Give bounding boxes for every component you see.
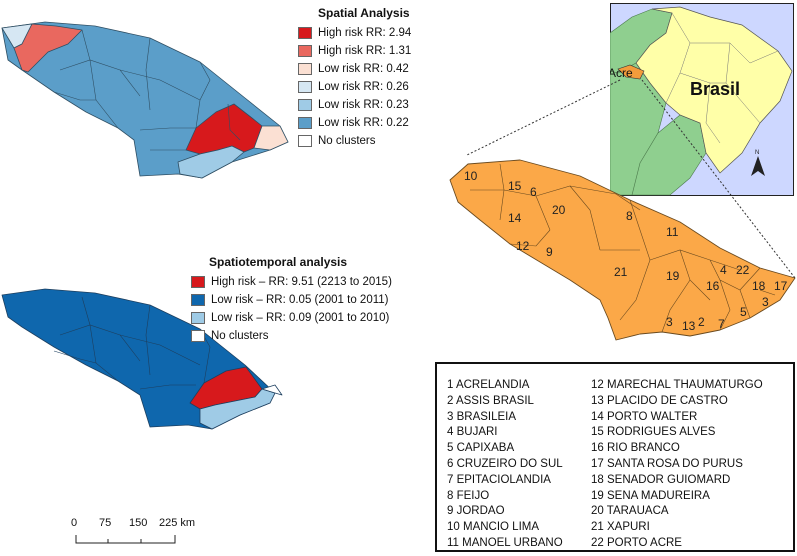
spatial-legend-item: High risk RR: 2.94 — [298, 26, 411, 40]
region-no-cluster — [261, 384, 283, 396]
list-item: 10 MANCIO LIMA — [447, 521, 540, 534]
list-item: 19 SENA MADUREIRA — [591, 489, 710, 502]
map-number: 7 — [718, 317, 725, 331]
spatial-legend: Spatial Analysis High risk RR: 2.94 High… — [298, 6, 448, 156]
map-number: 6 — [530, 185, 537, 199]
region-low-risk-042 — [253, 125, 289, 151]
spatial-legend-item: Low risk RR: 0.26 — [298, 80, 409, 94]
map-number: 11 — [666, 225, 679, 239]
spatiotemporal-analysis-map — [1, 288, 283, 430]
list-item: 22 PORTO ACRE — [591, 536, 682, 549]
north-arrow-icon: N — [751, 150, 765, 176]
scale-bar-line — [75, 535, 176, 544]
list-item: 16 RIO BRANCO — [591, 442, 680, 455]
list-item: 4 BUJARI — [447, 426, 498, 439]
list-item: 15 RODRIGUES ALVES — [591, 426, 716, 439]
map-number: 16 — [706, 279, 720, 293]
municipality-list-col-1: 1 ACRELANDIA 2 ASSIS BRASIL 3 BRASILEIA … — [447, 378, 563, 552]
map-number: 2 — [698, 315, 705, 329]
acre-label: Acre — [610, 66, 633, 80]
map-number: 14 — [508, 211, 522, 225]
list-item: 12 MARECHAL THAUMATURGO — [591, 379, 763, 391]
spatiotemporal-legend-item: No clusters — [191, 329, 269, 343]
brasil-label: Brasil — [690, 79, 740, 99]
map-number: 19 — [666, 269, 680, 283]
list-item: 9 JORDAO — [447, 505, 505, 518]
spatiotemporal-legend-item: High risk – RR: 9.51 (2213 to 2015) — [191, 275, 392, 289]
municipality-list-box: 1 ACRELANDIA 2 ASSIS BRASIL 3 BRASILEIA … — [435, 362, 795, 552]
list-item: 8 FEIJO — [447, 489, 490, 502]
acre-municipalities-map: 10 15 6 14 20 8 12 9 11 21 19 4 22 16 18… — [449, 159, 796, 341]
map-number: 9 — [546, 245, 553, 259]
list-item: 1 ACRELANDIA — [447, 379, 530, 391]
list-item: 17 SANTA ROSA DO PURUS — [591, 457, 743, 470]
spatial-legend-item: Low risk RR: 0.42 — [298, 62, 409, 76]
map-number: 15 — [508, 179, 522, 193]
brazil-shape — [635, 6, 793, 174]
acre-highlight — [617, 64, 645, 80]
map-number: 18 — [752, 279, 766, 293]
svg-text:N: N — [755, 150, 759, 156]
list-item: 5 CAPIXABA — [447, 442, 515, 455]
map-number: 5 — [740, 305, 747, 319]
map-number: 3 — [666, 315, 673, 329]
list-item: 2 ASSIS BRASIL — [447, 394, 534, 407]
map-number: 21 — [614, 265, 628, 279]
scale-tick-label: 150 — [129, 517, 148, 529]
map-number: 8 — [626, 209, 633, 223]
list-item: 6 CRUZEIRO DO SUL — [447, 457, 563, 470]
map-number: 22 — [736, 263, 750, 277]
south-america-inset: Acre Brasil N — [610, 3, 794, 196]
list-item: 14 PORTO WALTER — [591, 410, 698, 423]
spatial-legend-title: Spatial Analysis — [318, 6, 410, 20]
list-item: 3 BRASILEIA — [447, 410, 517, 423]
spatial-legend-item: Low risk RR: 0.23 — [298, 98, 409, 112]
scale-tick-label: 0 — [71, 517, 78, 529]
region-high-risk-131 — [13, 23, 83, 73]
map-number: 4 — [720, 263, 727, 277]
map-number: 13 — [682, 319, 696, 333]
municipality-list-col-2: 12 MARECHAL THAUMATURGO 13 PLACIDO DE CA… — [591, 378, 763, 552]
list-item: 21 XAPURI — [591, 521, 650, 534]
map-number: 10 — [464, 169, 478, 183]
list-item: 20 TARAUACA — [591, 505, 669, 518]
region-low-risk-023 — [177, 145, 245, 179]
spatial-legend-item: No clusters — [298, 134, 376, 148]
list-item: 13 PLACIDO DE CASTRO — [591, 394, 728, 407]
spatial-legend-item: High risk RR: 1.31 — [298, 44, 411, 58]
scale-bar: 0 75 150 225 km — [71, 517, 255, 547]
map-number-labels: 10 15 6 14 20 8 12 9 11 21 19 4 22 16 18… — [464, 169, 788, 333]
list-item: 18 SENADOR GUIOMARD — [591, 473, 731, 486]
spatiotemporal-legend-title: Spatiotemporal analysis — [209, 255, 348, 269]
map-number: 12 — [516, 239, 530, 253]
map-number: 20 — [552, 203, 566, 217]
spatial-analysis-map — [1, 21, 289, 179]
scale-tick-label: 225 km — [159, 517, 196, 529]
list-item: 11 MANOEL URBANO — [447, 536, 563, 549]
spatiotemporal-legend: Spatiotemporal analysis High risk – RR: … — [191, 255, 411, 345]
map-number: 3 — [762, 295, 769, 309]
list-item: 7 EPITACIOLANDIA — [447, 473, 551, 486]
spatial-legend-item: Low risk RR: 0.22 — [298, 116, 409, 130]
spatiotemporal-legend-item: Low risk – RR: 0.05 (2001 to 2011) — [191, 293, 389, 307]
spatiotemporal-legend-item: Low risk – RR: 0.09 (2001 to 2010) — [191, 311, 389, 325]
scale-tick-label: 75 — [99, 517, 112, 529]
map-number: 17 — [774, 279, 788, 293]
